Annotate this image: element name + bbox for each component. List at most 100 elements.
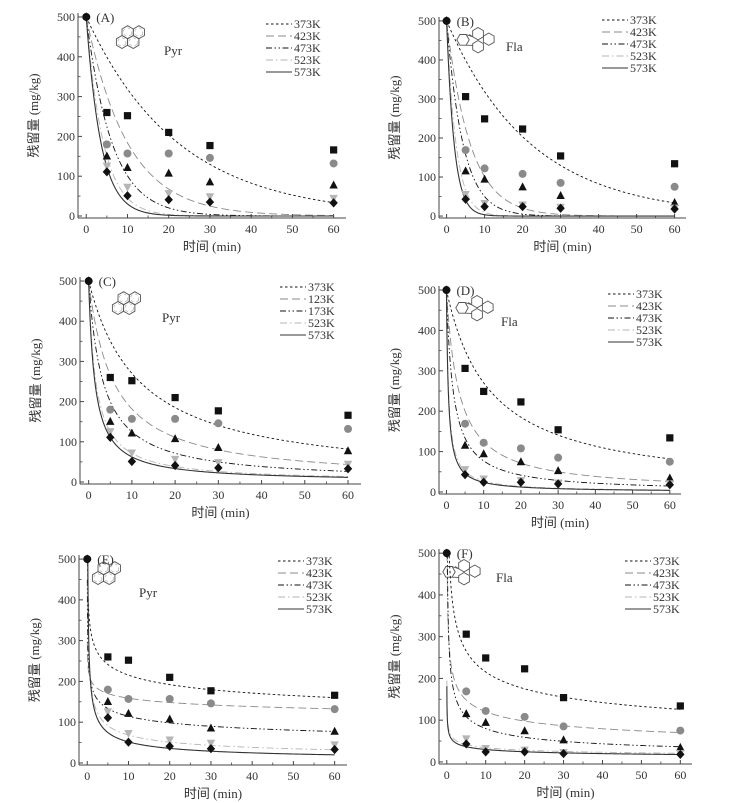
legend-label: 523K	[294, 53, 321, 67]
y-tick-label: 200	[57, 129, 75, 143]
legend-label: 373K	[636, 287, 663, 301]
x-tick-label: 30	[555, 222, 567, 236]
marker-circle	[461, 419, 470, 428]
marker-square	[214, 407, 222, 415]
y-tick-label: 400	[418, 53, 436, 67]
legend-label: 573K	[294, 65, 321, 79]
marker-triangle-down	[214, 459, 223, 468]
fit-curve-473K	[446, 552, 681, 748]
fit-curve-373K	[446, 20, 675, 204]
marker-diamond	[206, 744, 216, 754]
panel-label: (F)	[457, 546, 473, 561]
marker-circle	[442, 16, 451, 25]
y-tick-label: 300	[418, 92, 436, 106]
marker-square	[207, 687, 215, 695]
y-tick-label: 400	[59, 314, 77, 328]
marker-triangle-up	[481, 717, 490, 726]
marker-diamond	[479, 477, 488, 487]
series-points-373K	[461, 364, 674, 442]
legend-label: 473K	[653, 578, 680, 592]
marker-circle	[481, 706, 490, 715]
fluoranthene-structure-icon	[442, 558, 481, 586]
marker-circle	[102, 140, 111, 149]
legend-label: 423K	[653, 566, 680, 580]
ring	[468, 564, 481, 578]
y-tick-label: 100	[59, 435, 77, 449]
y-tick-label: 100	[418, 170, 436, 184]
marker-circle	[83, 555, 92, 564]
series-points-423K	[461, 419, 674, 466]
x-tick-label: 0	[443, 498, 449, 512]
marker-triangle-up	[165, 714, 174, 723]
marker-circle	[676, 726, 685, 735]
marker-square	[330, 146, 338, 154]
x-tick-label: 60	[664, 498, 676, 512]
fluoranthene-structure-icon	[455, 294, 494, 322]
fit-curve-423K	[446, 290, 670, 482]
legend-label: 423K	[636, 299, 663, 313]
x-tick-label: 0	[84, 769, 90, 783]
marker-triangle-down	[102, 162, 112, 171]
y-axis-label: 残留量 (mg/kg)	[387, 348, 402, 432]
x-tick-label: 60	[328, 222, 340, 236]
x-tick-label: 0	[86, 488, 92, 502]
x-tick-label: 50	[299, 488, 311, 502]
marker-circle	[329, 159, 338, 168]
legend-label: 423K	[294, 29, 321, 43]
marker-circle	[554, 453, 563, 462]
marker-triangle-down	[164, 190, 173, 199]
fit-curve-373K	[85, 16, 334, 204]
marker-diamond	[670, 204, 679, 214]
ring	[471, 307, 483, 322]
marker-triangle-up	[520, 726, 529, 735]
marker-circle	[106, 405, 115, 414]
legend-label: 523K	[653, 590, 680, 604]
fit-curve-573K	[88, 281, 349, 478]
fit-curve-573K	[446, 686, 681, 756]
marker-circle	[171, 414, 180, 423]
x-tick-label: 10	[122, 769, 134, 783]
marker-diamond	[329, 198, 338, 208]
legend-label: 473K	[294, 41, 321, 55]
y-tick-label: 400	[418, 323, 436, 337]
x-tick-label: 40	[593, 222, 605, 236]
series-points-123K	[106, 405, 353, 433]
legend-label: 573K	[306, 602, 333, 616]
compound-label: Pyr	[162, 310, 181, 325]
series-points-373K	[462, 93, 679, 168]
marker-triangle-up	[205, 177, 215, 186]
marker-circle	[461, 146, 470, 155]
marker-circle	[516, 444, 525, 453]
marker-square	[559, 694, 568, 702]
marker-triangle-up	[516, 457, 526, 466]
y-tick-label: 0	[430, 485, 436, 499]
marker-triangle-up	[329, 180, 338, 189]
ring	[471, 294, 483, 309]
marker-triangle-up	[206, 723, 216, 732]
marker-square	[671, 160, 679, 168]
x-tick-label: 60	[342, 488, 354, 502]
marker-square	[480, 387, 488, 396]
x-tick-label: 40	[596, 768, 608, 782]
x-tick-label: 20	[519, 768, 531, 782]
y-axis-label: 残留量 (mg/kg)	[387, 614, 402, 698]
panel-d: 0 10 20 30 40 50 60 0 100 200 300 400 500 时间 (min) 残留量…	[387, 283, 681, 530]
marker-diamond	[103, 713, 113, 723]
y-axis-label: 残留量 (mg/kg)	[28, 338, 43, 422]
marker-diamond	[165, 741, 174, 751]
legend-label: 573K	[630, 61, 657, 75]
marker-triangle-up	[214, 443, 223, 452]
y-tick-label: 300	[57, 90, 75, 104]
marker-square	[462, 630, 470, 638]
legend-label: 373K	[653, 554, 680, 568]
x-tick-label: 50	[287, 769, 299, 783]
legend-label: 523K	[636, 323, 663, 337]
ring-inner	[113, 303, 123, 313]
marker-triangle-down	[103, 708, 113, 717]
marker-triangle-down	[170, 455, 180, 464]
legend-label: 573K	[653, 602, 680, 616]
x-tick-label: 40	[246, 769, 258, 783]
series-points-373K	[104, 653, 339, 699]
ring-inner	[117, 37, 127, 47]
y-tick-label: 400	[57, 50, 75, 64]
